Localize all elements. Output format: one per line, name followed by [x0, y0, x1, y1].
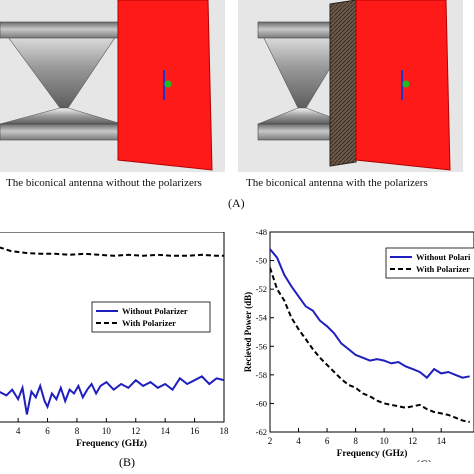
caption-without-polarizers: The biconical antenna without the polari…: [6, 177, 202, 189]
x-tick-label: 8: [353, 436, 358, 446]
legend-label-2: With Polarizer: [122, 318, 176, 328]
antenna-render-left: [0, 0, 213, 171]
antenna-render-right: [257, 0, 451, 171]
y-tick-label: -54: [256, 313, 268, 323]
lower-cone: [0, 107, 123, 125]
y-tick-label: -62: [256, 427, 267, 437]
panel-label-a: (A): [228, 196, 245, 210]
caption-with-polarizers: The biconical antenna with the polarizer…: [246, 177, 428, 189]
y-tick-label: -60: [256, 398, 267, 408]
x-tick-label: 10: [102, 426, 112, 436]
series-line-2: [270, 267, 470, 423]
legend-box: [91, 301, 211, 333]
probe-marker: [164, 80, 172, 88]
x-tick-label: 2: [268, 436, 273, 446]
x-tick-label: 16: [190, 426, 200, 436]
y-tick-label: -52: [256, 284, 267, 294]
render-without-polarizers: [0, 0, 225, 172]
x-axis-label: Frequency (GHz): [76, 438, 147, 449]
series-line-1: [0, 375, 224, 415]
y-tick-label: -48: [256, 227, 267, 237]
polarizer-layer: [329, 0, 357, 167]
x-tick-label: 12: [408, 436, 417, 446]
series-line-2: [0, 246, 224, 257]
y-axis-label: Recieved Power (dB): [243, 292, 253, 372]
probe-marker: [402, 80, 410, 88]
panel-label: (C): [416, 457, 432, 462]
x-tick-label: 8: [75, 426, 80, 436]
x-tick-label: 4: [296, 436, 301, 446]
y-tick-label: -58: [256, 370, 267, 380]
y-tick-label: -50: [256, 256, 267, 266]
x-axis-label: Frequency (GHz): [337, 448, 408, 459]
legend-box: [385, 247, 474, 279]
legend-label-1: Without Polarizer: [122, 306, 188, 316]
y-tick-label: -56: [256, 341, 267, 351]
upper-cone-rim: [0, 21, 119, 39]
legend-label-1: Without Polari: [416, 252, 471, 262]
panel-label: (B): [119, 455, 135, 469]
x-tick-label: 4: [16, 426, 21, 436]
x-tick-label: 10: [380, 436, 390, 446]
x-tick-label: 14: [437, 436, 447, 446]
chart-c: 2 4 6 8 10 12 14 -62 -60 -58 -56 -54 -52 -50 -48 Freque…: [243, 227, 474, 462]
x-tick-label: 14: [161, 426, 171, 436]
legend-label-2: With Polarizer: [416, 264, 470, 274]
series-line-1: [270, 248, 470, 380]
x-tick-label: 6: [45, 426, 50, 436]
lower-cone-rim: [0, 123, 123, 141]
render-with-polarizers: [238, 0, 463, 172]
x-tick-label: 6: [325, 436, 330, 446]
x-tick-label: 18: [220, 426, 230, 436]
x-tick-label: 12: [131, 426, 140, 436]
chart-b: 4 6 8 10 12 14 16 18 Frequency (GHz) Without Pola…: [0, 232, 230, 469]
